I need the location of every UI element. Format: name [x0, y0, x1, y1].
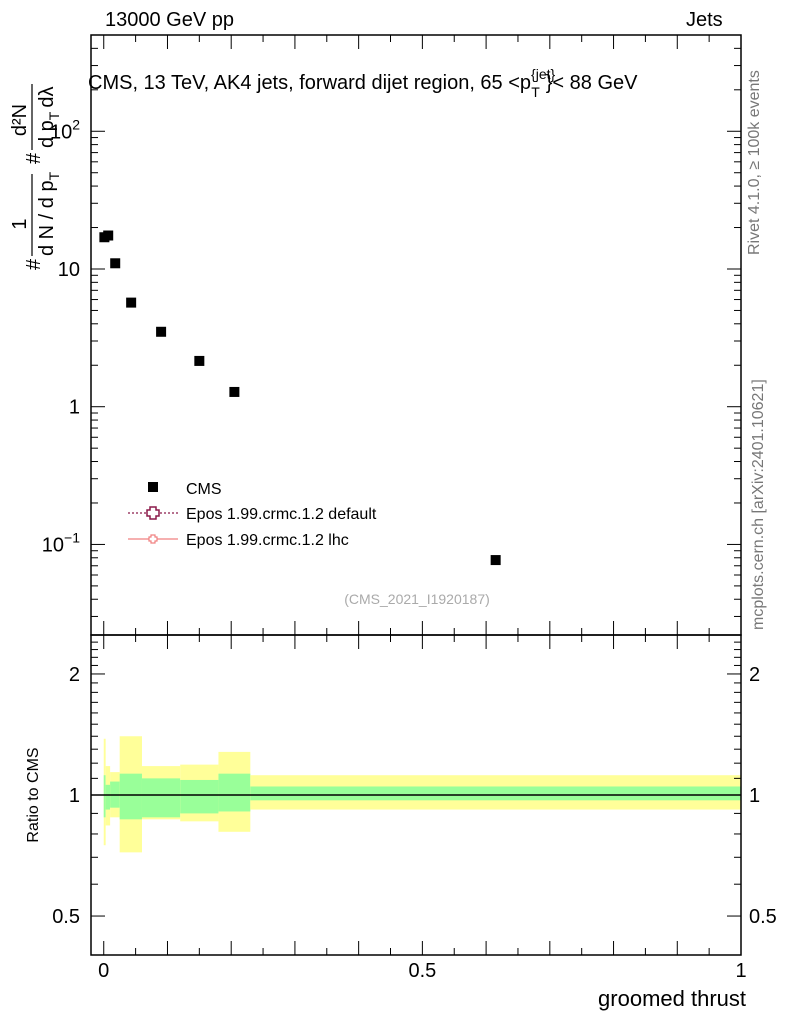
cms-data-point: [229, 386, 240, 397]
process-label: 13000 GeV pp: [105, 9, 234, 31]
cms-data-point: [194, 355, 205, 366]
svg-text:d pTdλ: d pTdλ: [36, 87, 62, 149]
svg-text:#: #: [23, 152, 45, 164]
stat-band-bin: [141, 778, 181, 818]
legend-label-epos-lhc: Epos 1.99.crmc.1.2 lhc: [186, 532, 349, 549]
cms-data-points: [99, 230, 501, 566]
cms-data-point: [110, 258, 121, 269]
svg-text:#: #: [23, 258, 45, 270]
cms-data-point: [490, 555, 501, 566]
stat-band-bin: [105, 784, 111, 810]
ratio-y-tick-label-left: 1: [69, 785, 80, 807]
main-plot-title: CMS, 13 TeV, AK4 jets, forward dijet reg…: [88, 66, 638, 100]
x-tick-label: 1: [735, 960, 746, 982]
svg-text:d N / d pT: d N / d pT: [36, 171, 62, 256]
main-y-axis-label: # 1 d N / d pT # d²N d pTdλ: [9, 84, 62, 270]
legend: CMS Epos 1.99.crmc.1.2 default Epos 1.99…: [128, 481, 377, 549]
legend-label-epos-default: Epos 1.99.crmc.1.2 default: [186, 506, 377, 523]
ratio-y-tick-label-left: 2: [69, 664, 80, 686]
ratio-y-axis-label: Ratio to CMS: [25, 747, 42, 842]
ratio-y-tick-label-right: 1: [749, 785, 760, 807]
y-tick-label: 10: [58, 259, 80, 281]
stat-band-bin: [218, 773, 251, 812]
legend-marker-epos-lhc: [148, 534, 158, 544]
legend-marker-cms: [148, 482, 158, 492]
stat-band-bin: [119, 773, 142, 820]
y-tick-label: 1: [69, 397, 80, 419]
cms-data-point: [103, 230, 114, 241]
stat-band-bin: [180, 779, 219, 814]
x-tick-label: 0.5: [408, 960, 436, 982]
ratio-y-tick-label-right: 2: [749, 664, 760, 686]
cms-data-point: [156, 326, 167, 337]
y-tick-label: 10−1: [42, 529, 80, 556]
svg-text:d²N: d²N: [9, 104, 31, 136]
x-tick-label: 0: [98, 960, 109, 982]
axes-and-ticks: 0 0.5 1 10−1 1 10 102 0.5 0.5 1 1 2 2: [42, 34, 777, 982]
stat-band-bin: [250, 786, 741, 801]
ratio-y-tick-label-right: 0.5: [749, 906, 777, 928]
stat-band-bin: [103, 775, 106, 818]
analysis-category-label: Jets: [686, 9, 723, 31]
cms-data-point: [126, 297, 137, 308]
legend-label-cms: CMS: [186, 481, 222, 498]
analysis-watermark: (CMS_2021_I1920187): [344, 591, 490, 607]
y-tick-label: 102: [50, 116, 80, 143]
ratio-y-tick-label-left: 0.5: [52, 906, 80, 928]
x-axis-label: groomed thrust: [598, 986, 746, 1011]
svg-text:1: 1: [9, 218, 31, 229]
legend-marker-epos-default: [146, 506, 160, 520]
